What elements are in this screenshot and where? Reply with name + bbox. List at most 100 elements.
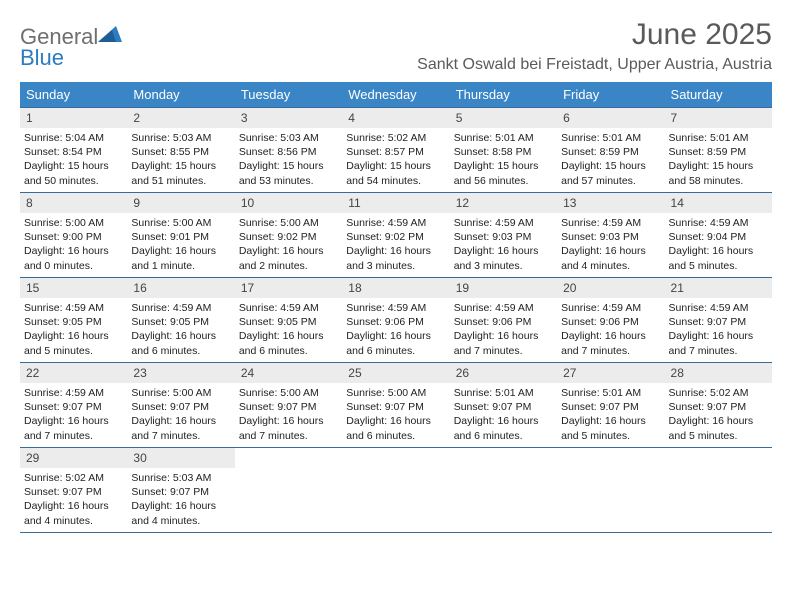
day-details: Sunrise: 5:03 AMSunset: 8:56 PMDaylight:… <box>239 131 338 188</box>
day-cell: 12 Sunrise: 4:59 AMSunset: 9:03 PMDayligh… <box>450 193 557 277</box>
day-cell <box>342 448 449 532</box>
logo-triangle-icon <box>98 24 122 44</box>
day-details: Sunrise: 5:00 AMSunset: 9:07 PMDaylight:… <box>346 386 445 443</box>
day-cell: 4 Sunrise: 5:02 AMSunset: 8:57 PMDaylight… <box>342 108 449 192</box>
week-row: 1 Sunrise: 5:04 AMSunset: 8:54 PMDaylight… <box>20 107 772 192</box>
day-cell: 10Sunrise: 5:00 AMSunset: 9:02 PMDayligh… <box>235 193 342 277</box>
day-details: Sunrise: 5:02 AMSunset: 8:57 PMDaylight:… <box>346 131 445 188</box>
dow-wednesday: Wednesday <box>342 82 449 107</box>
day-cell: 28 Sunrise: 5:02 AMSunset: 9:07 PMDayligh… <box>665 363 772 447</box>
day-number: 5 <box>450 108 557 128</box>
day-details: Sunrise: 4:59 AMSunset: 9:06 PMDaylight:… <box>561 301 660 358</box>
day-cell: 27Sunrise: 5:01 AMSunset: 9:07 PMDayligh… <box>557 363 664 447</box>
day-number: 15 <box>20 278 127 298</box>
day-number: 24 <box>235 363 342 383</box>
day-cell <box>665 448 772 532</box>
day-cell: 17Sunrise: 4:59 AMSunset: 9:05 PMDayligh… <box>235 278 342 362</box>
day-number: 19 <box>450 278 557 298</box>
day-number: 10 <box>235 193 342 213</box>
day-cell: 11 Sunrise: 4:59 AMSunset: 9:02 PMDayligh… <box>342 193 449 277</box>
logo-part2: Blue <box>20 45 64 70</box>
day-cell: 22Sunrise: 4:59 AMSunset: 9:07 PMDayligh… <box>20 363 127 447</box>
day-details: Sunrise: 5:01 AMSunset: 8:59 PMDaylight:… <box>561 131 660 188</box>
day-number: 8 <box>20 193 127 213</box>
day-number: 25 <box>342 363 449 383</box>
day-details: Sunrise: 5:04 AMSunset: 8:54 PMDaylight:… <box>24 131 123 188</box>
day-cell: 29 Sunrise: 5:02 AMSunset: 9:07 PMDayligh… <box>20 448 127 532</box>
day-number: 14 <box>665 193 772 213</box>
dow-header-row: Sunday Monday Tuesday Wednesday Thursday… <box>20 82 772 107</box>
day-details: Sunrise: 5:02 AMSunset: 9:07 PMDaylight:… <box>669 386 768 443</box>
week-row: 15Sunrise: 4:59 AMSunset: 9:05 PMDayligh… <box>20 277 772 362</box>
day-cell: 16Sunrise: 4:59 AMSunset: 9:05 PMDayligh… <box>127 278 234 362</box>
week-row: 22Sunrise: 4:59 AMSunset: 9:07 PMDayligh… <box>20 362 772 447</box>
day-details: Sunrise: 5:00 AMSunset: 9:07 PMDaylight:… <box>239 386 338 443</box>
logo: General Blue <box>20 18 122 69</box>
day-cell: 19 Sunrise: 4:59 AMSunset: 9:06 PMDayligh… <box>450 278 557 362</box>
dow-monday: Monday <box>127 82 234 107</box>
day-cell: 8 Sunrise: 5:00 AMSunset: 9:00 PMDaylight… <box>20 193 127 277</box>
dow-friday: Friday <box>557 82 664 107</box>
day-number: 13 <box>557 193 664 213</box>
day-details: Sunrise: 5:00 AMSunset: 9:00 PMDaylight:… <box>24 216 123 273</box>
day-number: 1 <box>20 108 127 128</box>
day-number: 2 <box>127 108 234 128</box>
day-details: Sunrise: 5:03 AMSunset: 8:55 PMDaylight:… <box>131 131 230 188</box>
day-number: 9 <box>127 193 234 213</box>
day-number: 28 <box>665 363 772 383</box>
day-cell: 21 Sunrise: 4:59 AMSunset: 9:07 PMDayligh… <box>665 278 772 362</box>
day-number: 12 <box>450 193 557 213</box>
day-number: 27 <box>557 363 664 383</box>
title-block: June 2025 Sankt Oswald bei Freistadt, Up… <box>417 18 772 74</box>
location-line: Sankt Oswald bei Freistadt, Upper Austri… <box>417 56 772 74</box>
day-details: Sunrise: 4:59 AMSunset: 9:03 PMDaylight:… <box>454 216 553 273</box>
week-row: 29 Sunrise: 5:02 AMSunset: 9:07 PMDayligh… <box>20 447 772 533</box>
day-cell: 18Sunrise: 4:59 AMSunset: 9:06 PMDayligh… <box>342 278 449 362</box>
day-details: Sunrise: 4:59 AMSunset: 9:04 PMDaylight:… <box>669 216 768 273</box>
day-number: 23 <box>127 363 234 383</box>
day-details: Sunrise: 5:00 AMSunset: 9:07 PMDaylight:… <box>131 386 230 443</box>
day-cell <box>450 448 557 532</box>
day-details: Sunrise: 4:59 AMSunset: 9:06 PMDaylight:… <box>454 301 553 358</box>
day-details: Sunrise: 5:02 AMSunset: 9:07 PMDaylight:… <box>24 471 123 528</box>
day-details: Sunrise: 5:03 AMSunset: 9:07 PMDaylight:… <box>131 471 230 528</box>
day-details: Sunrise: 4:59 AMSunset: 9:07 PMDaylight:… <box>669 301 768 358</box>
day-number: 30 <box>127 448 234 468</box>
day-cell: 23 Sunrise: 5:00 AMSunset: 9:07 PMDayligh… <box>127 363 234 447</box>
day-cell: 1 Sunrise: 5:04 AMSunset: 8:54 PMDaylight… <box>20 108 127 192</box>
day-details: Sunrise: 4:59 AMSunset: 9:05 PMDaylight:… <box>239 301 338 358</box>
day-cell: 30 Sunrise: 5:03 AMSunset: 9:07 PMDayligh… <box>127 448 234 532</box>
day-details: Sunrise: 4:59 AMSunset: 9:05 PMDaylight:… <box>131 301 230 358</box>
day-details: Sunrise: 4:59 AMSunset: 9:06 PMDaylight:… <box>346 301 445 358</box>
day-details: Sunrise: 4:59 AMSunset: 9:03 PMDaylight:… <box>561 216 660 273</box>
day-cell: 7Sunrise: 5:01 AMSunset: 8:59 PMDaylight… <box>665 108 772 192</box>
day-number: 4 <box>342 108 449 128</box>
day-cell <box>557 448 664 532</box>
day-details: Sunrise: 4:59 AMSunset: 9:07 PMDaylight:… <box>24 386 123 443</box>
dow-saturday: Saturday <box>665 82 772 107</box>
day-cell <box>235 448 342 532</box>
dow-thursday: Thursday <box>450 82 557 107</box>
dow-sunday: Sunday <box>20 82 127 107</box>
day-cell: 14 Sunrise: 4:59 AMSunset: 9:04 PMDayligh… <box>665 193 772 277</box>
calendar-page: General Blue June 2025 Sankt Oswald bei … <box>0 0 792 612</box>
day-number: 11 <box>342 193 449 213</box>
day-number: 29 <box>20 448 127 468</box>
day-cell: 13 Sunrise: 4:59 AMSunset: 9:03 PMDayligh… <box>557 193 664 277</box>
day-cell: 24 Sunrise: 5:00 AMSunset: 9:07 PMDayligh… <box>235 363 342 447</box>
day-cell: 25 Sunrise: 5:00 AMSunset: 9:07 PMDayligh… <box>342 363 449 447</box>
day-cell: 9 Sunrise: 5:00 AMSunset: 9:01 PMDaylight… <box>127 193 234 277</box>
day-cell: 3Sunrise: 5:03 AMSunset: 8:56 PMDaylight… <box>235 108 342 192</box>
day-details: Sunrise: 4:59 AMSunset: 9:02 PMDaylight:… <box>346 216 445 273</box>
day-number: 21 <box>665 278 772 298</box>
day-cell: 20Sunrise: 4:59 AMSunset: 9:06 PMDayligh… <box>557 278 664 362</box>
day-cell: 2 Sunrise: 5:03 AMSunset: 8:55 PMDaylight… <box>127 108 234 192</box>
day-cell: 6Sunrise: 5:01 AMSunset: 8:59 PMDaylight… <box>557 108 664 192</box>
day-details: Sunrise: 5:00 AMSunset: 9:01 PMDaylight:… <box>131 216 230 273</box>
day-details: Sunrise: 5:01 AMSunset: 8:59 PMDaylight:… <box>669 131 768 188</box>
month-title: June 2025 <box>417 18 772 52</box>
day-number: 26 <box>450 363 557 383</box>
header: General Blue June 2025 Sankt Oswald bei … <box>20 18 772 74</box>
day-details: Sunrise: 4:59 AMSunset: 9:05 PMDaylight:… <box>24 301 123 358</box>
week-row: 8 Sunrise: 5:00 AMSunset: 9:00 PMDaylight… <box>20 192 772 277</box>
